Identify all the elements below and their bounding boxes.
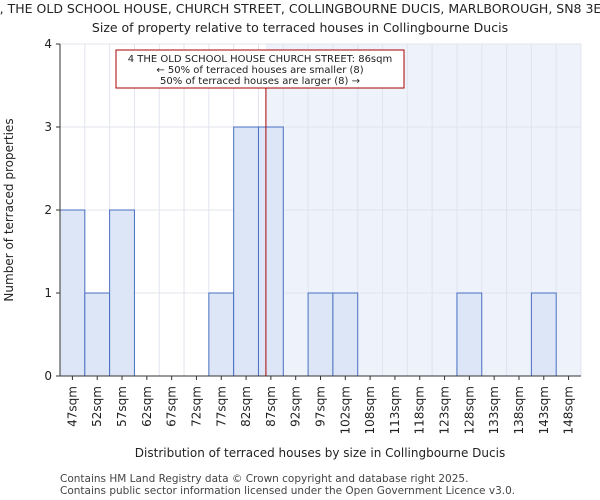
x-tick-label-118sqm: 118sqm — [413, 386, 427, 434]
annotation-line-1: 4 THE OLD SCHOOL HOUSE CHURCH STREET: 86… — [128, 54, 392, 65]
bar-102sqm — [332, 292, 359, 377]
x-tick-label-47sqm: 47sqm — [65, 386, 79, 427]
x-axis-label: Distribution of terraced houses by size … — [135, 446, 505, 460]
annotation-box — [115, 49, 405, 89]
x-tick-label-62sqm: 62sqm — [140, 386, 154, 427]
y-tick-label: 4 — [44, 37, 52, 51]
bar-47sqm — [59, 209, 86, 377]
annotation-line-3: 50% of terraced houses are larger (8) → — [160, 76, 360, 87]
x-tick-label-138sqm: 138sqm — [512, 386, 526, 434]
bar-143sqm — [530, 292, 557, 377]
x-tick-label-92sqm: 92sqm — [289, 386, 303, 427]
bar-87sqm — [257, 126, 284, 377]
y-axis-label: Number of terraced properties — [2, 118, 16, 301]
x-tick-label-57sqm: 57sqm — [115, 386, 129, 427]
x-tick-label-52sqm: 52sqm — [90, 386, 104, 427]
annotation-line-2: ← 50% of terraced houses are smaller (8) — [156, 65, 363, 76]
x-tick-label-143sqm: 143sqm — [537, 386, 551, 434]
y-tick-label: 2 — [44, 203, 52, 217]
x-tick-label-87sqm: 87sqm — [264, 386, 278, 427]
bar-52sqm — [84, 292, 111, 377]
footer-copyright: Contains HM Land Registry data © Crown c… — [60, 473, 469, 485]
x-tick-label-77sqm: 77sqm — [214, 386, 228, 427]
bar-82sqm — [233, 126, 259, 377]
x-tick-label-123sqm: 123sqm — [438, 386, 452, 434]
x-tick-label-108sqm: 108sqm — [363, 386, 377, 434]
x-tick-label-128sqm: 128sqm — [462, 386, 476, 434]
x-tick-label-102sqm: 102sqm — [338, 386, 352, 434]
y-tick-label: 0 — [44, 369, 52, 383]
chart-subtitle: Size of property relative to terraced ho… — [91, 20, 509, 35]
y-tick-label: 3 — [44, 120, 52, 134]
bar-57sqm — [109, 209, 135, 377]
x-tick-label-113sqm: 113sqm — [388, 386, 402, 434]
bar-97sqm — [307, 292, 334, 377]
y-tick-label: 1 — [44, 286, 52, 300]
x-tick-label-97sqm: 97sqm — [314, 386, 328, 427]
x-tick-label-133sqm: 133sqm — [487, 386, 501, 434]
footer-licence: Contains public sector information licen… — [60, 485, 516, 497]
x-tick-label-82sqm: 82sqm — [239, 386, 253, 427]
x-tick-label-72sqm: 72sqm — [189, 386, 203, 427]
bar-128sqm — [456, 292, 483, 377]
bar-77sqm — [208, 292, 235, 377]
x-tick-label-67sqm: 67sqm — [165, 386, 179, 427]
chart-title: 4, THE OLD SCHOOL HOUSE, CHURCH STREET, … — [0, 1, 600, 16]
x-tick-label-148sqm: 148sqm — [562, 386, 576, 434]
